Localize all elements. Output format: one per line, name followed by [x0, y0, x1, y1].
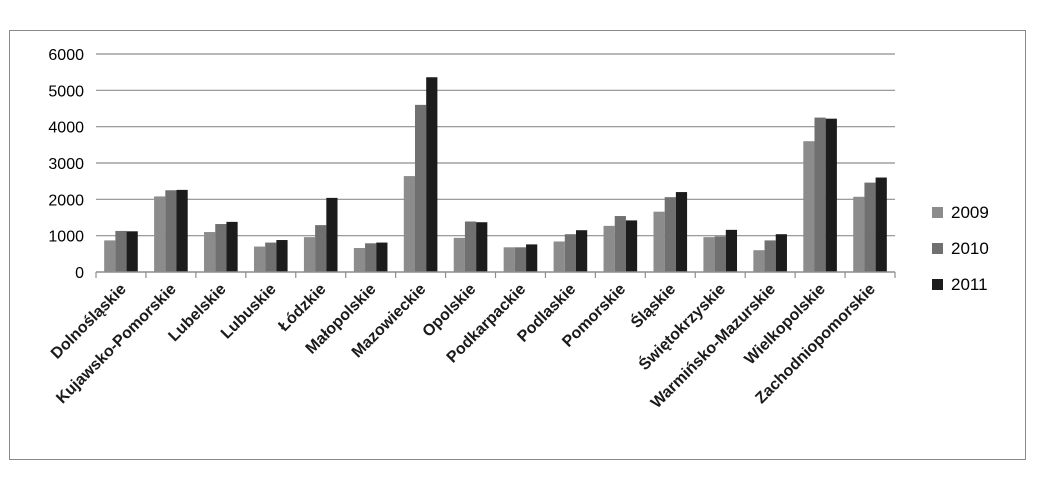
x-tick-label-lubuskie: Lubuskie — [218, 281, 280, 343]
bar-zachodniopomorskie-2009 — [853, 196, 865, 272]
legend-swatch-2010 — [932, 243, 943, 254]
bar-group-slaskie — [653, 192, 688, 272]
bar-mazowieckie-2009 — [403, 176, 415, 272]
bar-slaskie-2009 — [653, 211, 665, 272]
bar-malopolskie-2009 — [353, 248, 366, 272]
bar-wielkopolskie-2010 — [814, 117, 826, 272]
legend-label-2010: 2010 — [951, 239, 989, 258]
bar-lubuskie-2009 — [253, 246, 266, 272]
y-tick-label-5000: 5000 — [48, 83, 84, 100]
bar-lubuskie-2010 — [265, 242, 277, 272]
bar-malopolskie-2010 — [365, 243, 377, 272]
legend-swatch-2009 — [932, 207, 943, 218]
bar-group-mazowieckie — [403, 77, 438, 273]
y-tick-label-4000: 4000 — [48, 120, 84, 137]
legend-item-2009: 2009 — [932, 203, 989, 222]
y-tick-label-1000: 1000 — [48, 229, 84, 246]
bar-podlaskie-2009 — [553, 241, 565, 272]
bar-pomorskie-2010 — [614, 216, 626, 272]
bar-lubelskie-2011 — [226, 221, 238, 272]
bar-group-wielkopolskie — [803, 117, 837, 272]
bar-group-podkarpackie — [503, 244, 538, 272]
legend-item-2010: 2010 — [932, 239, 989, 258]
bar-malopolskie-2011 — [376, 242, 388, 272]
bar-group-lodzkie — [303, 197, 338, 272]
bar-warminsko-mazurskie-2009 — [753, 250, 765, 272]
x-tick-label-slaskie: Śląskie — [627, 279, 680, 332]
legend-item-2011: 2011 — [932, 275, 988, 294]
bar-opolskie-2009 — [453, 237, 465, 272]
gridlines — [96, 53, 895, 237]
bar-lodzkie-2011 — [326, 197, 338, 272]
bar-podkarpackie-2011 — [526, 244, 538, 272]
bar-lubelskie-2010 — [215, 224, 227, 272]
x-axis-category-labels: DolnośląskieKujawsko-PomorskieLubelskieL… — [48, 279, 879, 412]
bar-warminsko-mazurskie-2010 — [764, 240, 776, 272]
bar-lodzkie-2009 — [303, 237, 316, 272]
bar-podlaskie-2011 — [576, 230, 588, 272]
y-tick-label-3000: 3000 — [48, 156, 84, 173]
y-tick-label-2000: 2000 — [48, 192, 84, 209]
bar-lubuskie-2011 — [276, 240, 288, 272]
bar-group-malopolskie — [353, 242, 388, 272]
bar-dolnoslaskie-2010 — [115, 230, 127, 272]
bar-group-zachodniopomorskie — [853, 177, 887, 272]
bar-pomorskie-2009 — [603, 225, 615, 272]
bar-group-lubuskie — [253, 240, 288, 272]
bar-kujawsko-pomorskie-2010 — [165, 190, 177, 272]
bar-group-pomorskie — [603, 216, 638, 272]
legend-label-2011: 2011 — [951, 275, 988, 294]
y-axis-tick-labels: 0 1000 2000 3000 4000 5000 6000 — [48, 47, 84, 282]
bar-zachodniopomorskie-2010 — [864, 182, 876, 272]
legend: 2009 2010 2011 — [932, 203, 989, 294]
bar-slaskie-2010 — [664, 197, 676, 272]
bar-group-podlaskie — [553, 230, 588, 272]
bar-opolskie-2011 — [476, 222, 488, 272]
bar-group-opolskie — [453, 221, 488, 272]
y-tick-label-0: 0 — [75, 265, 84, 282]
bar-swietokrzyskie-2009 — [703, 237, 715, 272]
bar-dolnoslaskie-2011 — [126, 231, 138, 272]
bar-lubelskie-2009 — [204, 232, 216, 272]
bar-swietokrzyskie-2010 — [714, 236, 726, 272]
x-tick-label-swietokrzyskie: Świętokrzyskie — [634, 279, 729, 374]
bar-podkarpackie-2009 — [503, 247, 515, 272]
bar-swietokrzyskie-2011 — [725, 229, 738, 272]
bar-wielkopolskie-2009 — [803, 141, 815, 272]
bar-podlaskie-2010 — [564, 234, 577, 272]
bars — [104, 77, 887, 273]
bar-opolskie-2010 — [464, 221, 477, 272]
bar-lodzkie-2010 — [315, 225, 327, 272]
bar-slaskie-2011 — [675, 192, 688, 272]
y-tick-label-6000: 6000 — [48, 47, 84, 64]
bar-mazowieckie-2011 — [426, 77, 438, 273]
bar-group-swietokrzyskie — [703, 229, 738, 272]
bar-podkarpackie-2010 — [514, 247, 527, 272]
bar-group-dolnoslaskie — [104, 230, 138, 272]
bar-zachodniopomorskie-2011 — [875, 177, 887, 272]
legend-swatch-2011 — [932, 279, 943, 290]
bar-group-lubelskie — [204, 221, 238, 272]
bar-kujawsko-pomorskie-2011 — [176, 189, 188, 272]
bar-group-kujawsko-pomorskie — [154, 189, 188, 272]
bar-mazowieckie-2010 — [414, 104, 427, 272]
bar-wielkopolskie-2011 — [825, 118, 837, 272]
bar-warminsko-mazurskie-2011 — [775, 234, 787, 272]
bar-pomorskie-2011 — [625, 220, 638, 272]
bar-kujawsko-pomorskie-2009 — [154, 196, 166, 272]
bar-group-warminsko-mazurskie — [753, 234, 787, 272]
legend-label-2009: 2009 — [951, 203, 989, 222]
bar-dolnoslaskie-2009 — [104, 240, 116, 272]
x-axis — [95, 271, 896, 278]
